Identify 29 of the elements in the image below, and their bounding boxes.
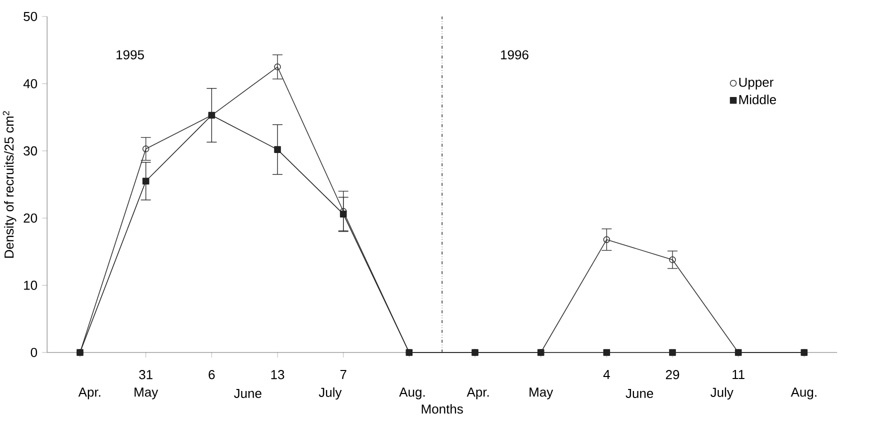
y-tick-label: 20 (24, 213, 38, 223)
text: June (234, 388, 262, 398)
text: July (710, 387, 734, 400)
legend-label: Upper (739, 78, 774, 90)
y-tick-label: 50 (24, 12, 38, 22)
text: June (626, 388, 654, 398)
annotation: 1996 (501, 50, 528, 60)
text: Aug. (790, 388, 816, 400)
x-tick-label: 4 (603, 370, 610, 379)
annotation: 1995 (116, 50, 144, 60)
y-tick-label: 40 (23, 79, 38, 88)
y-tick-label: 30 (24, 146, 38, 156)
x-tick-label: 11 (732, 370, 744, 379)
y-tick-label: 10 (24, 280, 38, 290)
text: Apr. (78, 388, 100, 400)
x-tick-label: 13 (271, 370, 284, 380)
text: Aug. (399, 388, 425, 400)
y-axis-title: Density of recruits/25 cm$^{2}$ (2, 111, 16, 258)
text: July (318, 387, 342, 400)
text: Apr. (466, 388, 489, 400)
x-tick-label: 6 (208, 370, 215, 380)
x-tick-label: 31 (139, 370, 152, 380)
legend-label: Middle (739, 94, 776, 104)
y-tick-label: 0 (30, 348, 38, 358)
x-axis-title: Months (422, 404, 463, 414)
x-tick-label: 7 (340, 370, 346, 379)
x-tick-label: 29 (666, 370, 680, 380)
text: May (530, 388, 554, 400)
text: May (134, 388, 158, 400)
